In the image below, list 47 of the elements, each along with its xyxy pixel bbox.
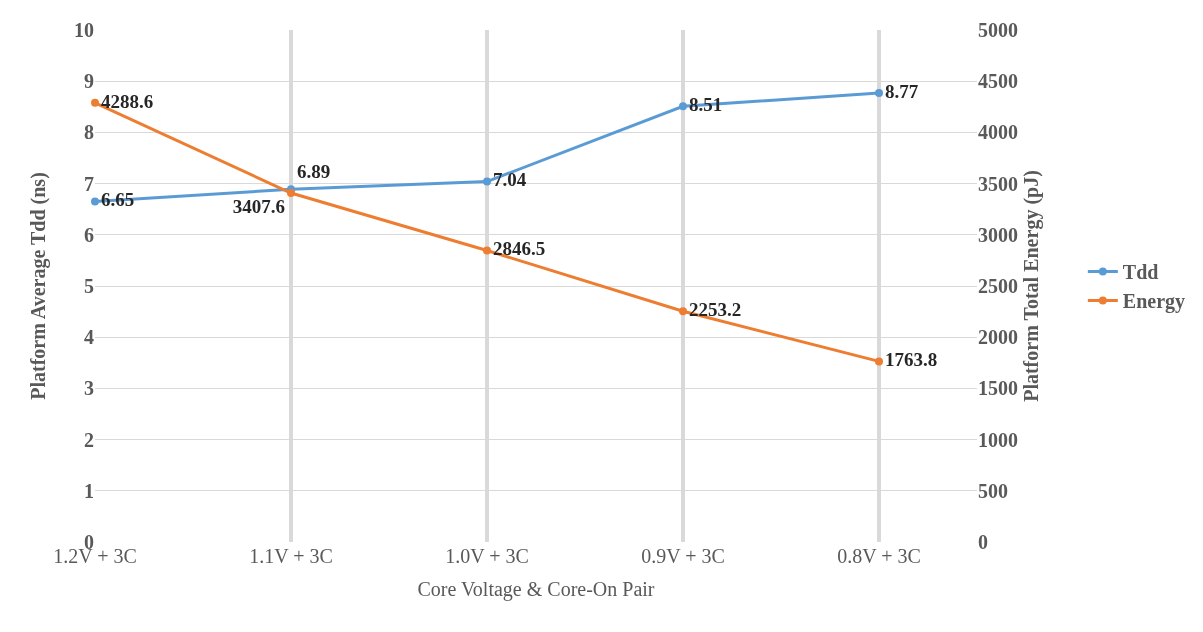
y2-tick-label: 1500: [978, 377, 1018, 400]
data-label: 2846.5: [493, 238, 546, 260]
point: [679, 102, 687, 111]
y-tick-label: 3: [84, 377, 94, 400]
y2-tick-label: 1000: [978, 428, 1018, 451]
y-tick-label: 5: [84, 275, 94, 297]
data-label: 4288.6: [101, 90, 154, 112]
data-label: 2253.2: [689, 299, 742, 321]
y2-tick-label: 4000: [978, 121, 1018, 144]
y-tick-label: 8: [84, 121, 94, 144]
x-tick-label: 1.0V + 3C: [445, 545, 529, 567]
point: [483, 246, 491, 255]
y2-tick-label: 4500: [978, 70, 1018, 93]
y2-tick-label: 5000: [978, 19, 1018, 41]
x-tick-label: 0.8V + 3C: [837, 545, 921, 567]
y-axis-title: Platform Average Tdd (ns): [27, 172, 50, 400]
point: [875, 88, 883, 97]
y2-tick-label: 0: [978, 531, 988, 553]
point: [91, 197, 99, 206]
x-tick-label: 0.9V + 3C: [641, 545, 725, 567]
y-tick-label: 10: [74, 19, 94, 41]
y-tick-label: 7: [84, 172, 94, 195]
data-label: 6.89: [297, 161, 331, 183]
y-tick-label: 9: [84, 70, 94, 93]
y2-axis-title: Platform Total Energy (pJ): [1020, 170, 1043, 402]
data-label: 3407.6: [232, 196, 285, 218]
legend-label: Energy: [1122, 290, 1186, 314]
point: [91, 98, 99, 107]
y2-tick-label: 3000: [978, 223, 1018, 246]
point: [483, 177, 491, 186]
x-tick-label: 1.1V + 3C: [249, 545, 333, 567]
point: [679, 307, 687, 316]
legend-label: Tdd: [1122, 261, 1159, 284]
data-label: 8.77: [885, 80, 919, 102]
y-tick-label: 4: [84, 326, 94, 349]
x-axis-title: Core Voltage & Core-On Pair: [417, 577, 655, 601]
y-tick-label: 1: [84, 479, 94, 502]
point: [875, 357, 883, 366]
y-tick-label: 6: [84, 223, 94, 246]
y-tick-label: 2: [84, 428, 94, 451]
data-label: 1763.8: [885, 349, 938, 371]
y2-tick-label: 3500: [978, 172, 1018, 195]
point: [287, 189, 295, 198]
y2-tick-label: 2000: [978, 326, 1018, 349]
y2-tick-label: 500: [978, 479, 1008, 502]
y2-tick-label: 2500: [978, 275, 1018, 297]
data-label: 7.04: [493, 169, 527, 191]
